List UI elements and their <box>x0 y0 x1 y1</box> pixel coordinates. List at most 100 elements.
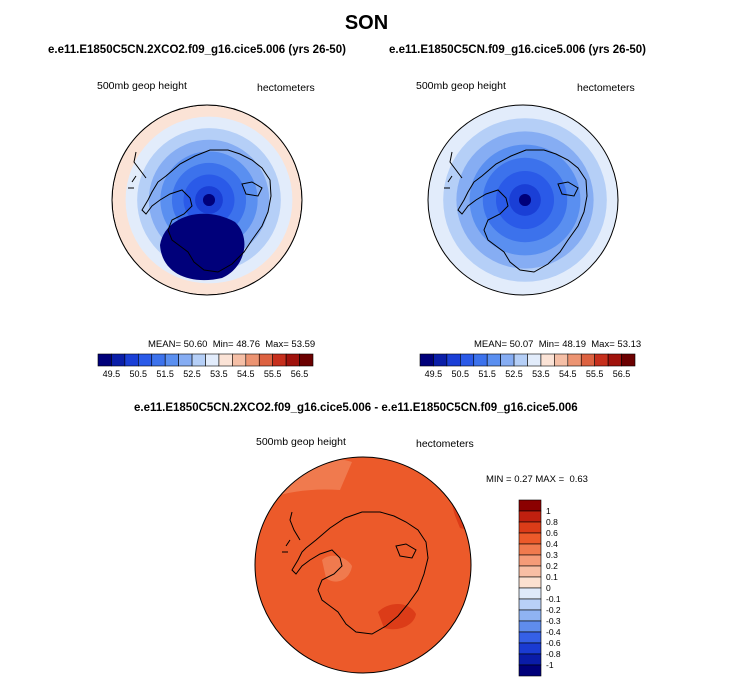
panel-1-stats: MEAN= 50.60 Min= 48.76 Max= 53.59 <box>148 339 315 350</box>
panel-1-colorbar-box-6 <box>178 353 193 367</box>
panel-2-colorbar-box-11 <box>567 353 582 367</box>
panel-3-colorbar-tick-label: 0.1 <box>546 572 558 582</box>
panel-1-colorbar-tick-label: 50.5 <box>130 369 148 379</box>
panel-3-colorbar-box-5 <box>518 554 542 567</box>
panel-1-colorbar-box-1 <box>111 353 126 367</box>
panel-3-colorbar-box-11 <box>518 620 542 633</box>
panel-2-colorbar-tick-label: 55.5 <box>586 369 604 379</box>
panel-3-colorbar-tick-label: -0.3 <box>546 616 561 626</box>
panel-3-colorbar-tick-label: 0.4 <box>546 539 558 549</box>
panel-2-colorbar-tick-label: 51.5 <box>478 369 496 379</box>
panel-2-stats: MEAN= 50.07 Min= 48.19 Max= 53.13 <box>474 339 641 350</box>
panel-3-variable-label: 500mb geop height <box>256 436 346 448</box>
panel-3-units-label: hectometers <box>416 438 474 450</box>
panel-3-colorbar-box-8 <box>518 587 542 600</box>
panel-3-colorbar-tick-label: -1 <box>546 660 554 670</box>
panel-1-colorbar-box-5 <box>164 353 179 367</box>
panel-2-colorbar-box-10 <box>554 353 569 367</box>
panel-3-colorbar-tick-label: -0.2 <box>546 605 561 615</box>
panel-2-colorbar-tick-label: 53.5 <box>532 369 550 379</box>
panel-1-colorbar-tick-label: 51.5 <box>156 369 174 379</box>
panel-3-colorbar-box-7 <box>518 576 542 589</box>
panel-2-min-label: Min= <box>538 339 560 350</box>
panel-2-colorbar-box-5 <box>486 353 501 367</box>
panel-1-colorbar-box-7 <box>191 353 206 367</box>
panel-1-units-label: hectometers <box>257 82 315 94</box>
panel-3-colorbar-box-6 <box>518 565 542 578</box>
panel-2-colorbar-box-4 <box>473 353 488 367</box>
panel-3-colorbar-box-10 <box>518 609 542 622</box>
panel-2-min-value: 48.19 <box>562 339 586 350</box>
panel-3-colorbar-box-13 <box>518 642 542 655</box>
panel-1-title: e.e11.E1850C5CN.2XCO2.f09_g16.cice5.006 … <box>48 44 346 56</box>
panel-1-ridge-anomaly <box>160 213 245 281</box>
panel-1-colorbar-tick-label: 52.5 <box>183 369 201 379</box>
panel-2-colorbar-box-14 <box>607 353 622 367</box>
panel-3-colorbar-box-0 <box>518 499 542 512</box>
panel-3-antarctica-coastline <box>291 511 429 635</box>
panel-3-colorbar: 10.80.60.40.30.20.10-0.1-0.2-0.3-0.4-0.6… <box>518 499 561 677</box>
panel-1-colorbar-box-10 <box>232 353 247 367</box>
panel-3-colorbar-box-4 <box>518 543 542 556</box>
panel-3-peninsula <box>282 511 301 553</box>
panel-3-colorbar-box-12 <box>518 631 542 644</box>
panel-1-ring-9 <box>203 194 215 206</box>
panel-3-stats: MIN = 0.27 MAX = 0.63 <box>486 474 588 485</box>
panel-3-colorbar-tick-label: 0.8 <box>546 517 558 527</box>
panel-3-colorbar-tick-label: 0.6 <box>546 528 558 538</box>
panel-1-mean-label: MEAN= <box>148 339 181 350</box>
panel-2-ross-ice-shelf <box>557 181 579 197</box>
panel-3-colorbar-tick-label: 0 <box>546 583 551 593</box>
panel-3-colorbar-tick-label: -0.1 <box>546 594 561 604</box>
panel-1-colorbar-box-15 <box>299 353 314 367</box>
panel-1-outline <box>111 104 303 296</box>
panel-3-colorbar-box-3 <box>518 532 542 545</box>
panel-2-colorbar-box-9 <box>540 353 555 367</box>
panel-2-colorbar-box-0 <box>419 353 434 367</box>
panel-2-colorbar-tick-label: 56.5 <box>613 369 631 379</box>
panel-3-colorbar-tick-label: 0.2 <box>546 561 558 571</box>
figure-title: SON <box>344 12 389 34</box>
panel-3-colorbar-tick-label: 0.3 <box>546 550 558 560</box>
panel-2-colorbar-box-8 <box>527 353 542 367</box>
panel-1-peninsula <box>128 151 147 189</box>
panel-3-map <box>255 457 471 673</box>
panel-2-max-value: 53.13 <box>617 339 642 350</box>
panel-3-colorbar-box-1 <box>518 510 542 523</box>
panel-1-ross-ice-shelf <box>241 181 263 197</box>
panel-1-colorbar-box-12 <box>258 353 273 367</box>
panel-3-colorbar-tick-label: -0.6 <box>546 638 561 648</box>
panel-1-colorbar-box-3 <box>138 353 153 367</box>
panel-1-mean-value: 50.60 <box>183 339 208 350</box>
panel-2-colorbar-box-15 <box>621 353 636 367</box>
panel-2-mean-value: 50.07 <box>509 339 534 350</box>
panel-1-min-label: Min= <box>212 339 234 350</box>
panel-1-colorbar-box-11 <box>245 353 260 367</box>
panel-2-colorbar-box-7 <box>513 353 528 367</box>
panel-1-colorbar-box-14 <box>285 353 300 367</box>
panel-3-colorbar-tick-label: -0.8 <box>546 649 561 659</box>
panel-1-colorbar-tick-label: 54.5 <box>237 369 255 379</box>
panel-2-colorbar-box-1 <box>433 353 448 367</box>
panel-1-colorbar-tick-label: 53.5 <box>210 369 228 379</box>
panel-2-title: e.e11.E1850C5CN.f09_g16.cice5.006 (yrs 2… <box>389 44 647 56</box>
panel-3-colorbar-box-14 <box>518 653 542 666</box>
panel-1-min-value: 48.76 <box>236 339 260 350</box>
panel-2-colorbar-tick-label: 49.5 <box>425 369 443 379</box>
panel-3-title: e.e11.E1850C5CN.2XCO2.f09_g16.cice5.006 … <box>134 402 578 414</box>
panel-3-max-value: 0.63 <box>569 474 588 485</box>
panel-2-colorbar-box-12 <box>580 353 595 367</box>
panel-3-colorbar-box-15 <box>518 664 542 677</box>
panel-2-colorbar-box-13 <box>594 353 609 367</box>
panel-3-colorbar-tick-label: 1 <box>546 506 551 516</box>
panel-2-colorbar: 49.5 50.5 51.5 52.5 53.5 54.5 55.5 56.5 <box>419 353 636 379</box>
panel-2-colorbar-tick-label: 52.5 <box>505 369 523 379</box>
panel-3-ross-ice-shelf <box>395 543 417 559</box>
panel-2-max-label: Max= <box>591 339 615 350</box>
panel-1-colorbar-tick-label: 49.5 <box>103 369 121 379</box>
panel-1-colorbar-box-9 <box>218 353 233 367</box>
panel-1-max-label: Max= <box>265 339 289 350</box>
panel-2-colorbar-box-2 <box>446 353 461 367</box>
panel-3-colorbar-box-9 <box>518 598 542 611</box>
